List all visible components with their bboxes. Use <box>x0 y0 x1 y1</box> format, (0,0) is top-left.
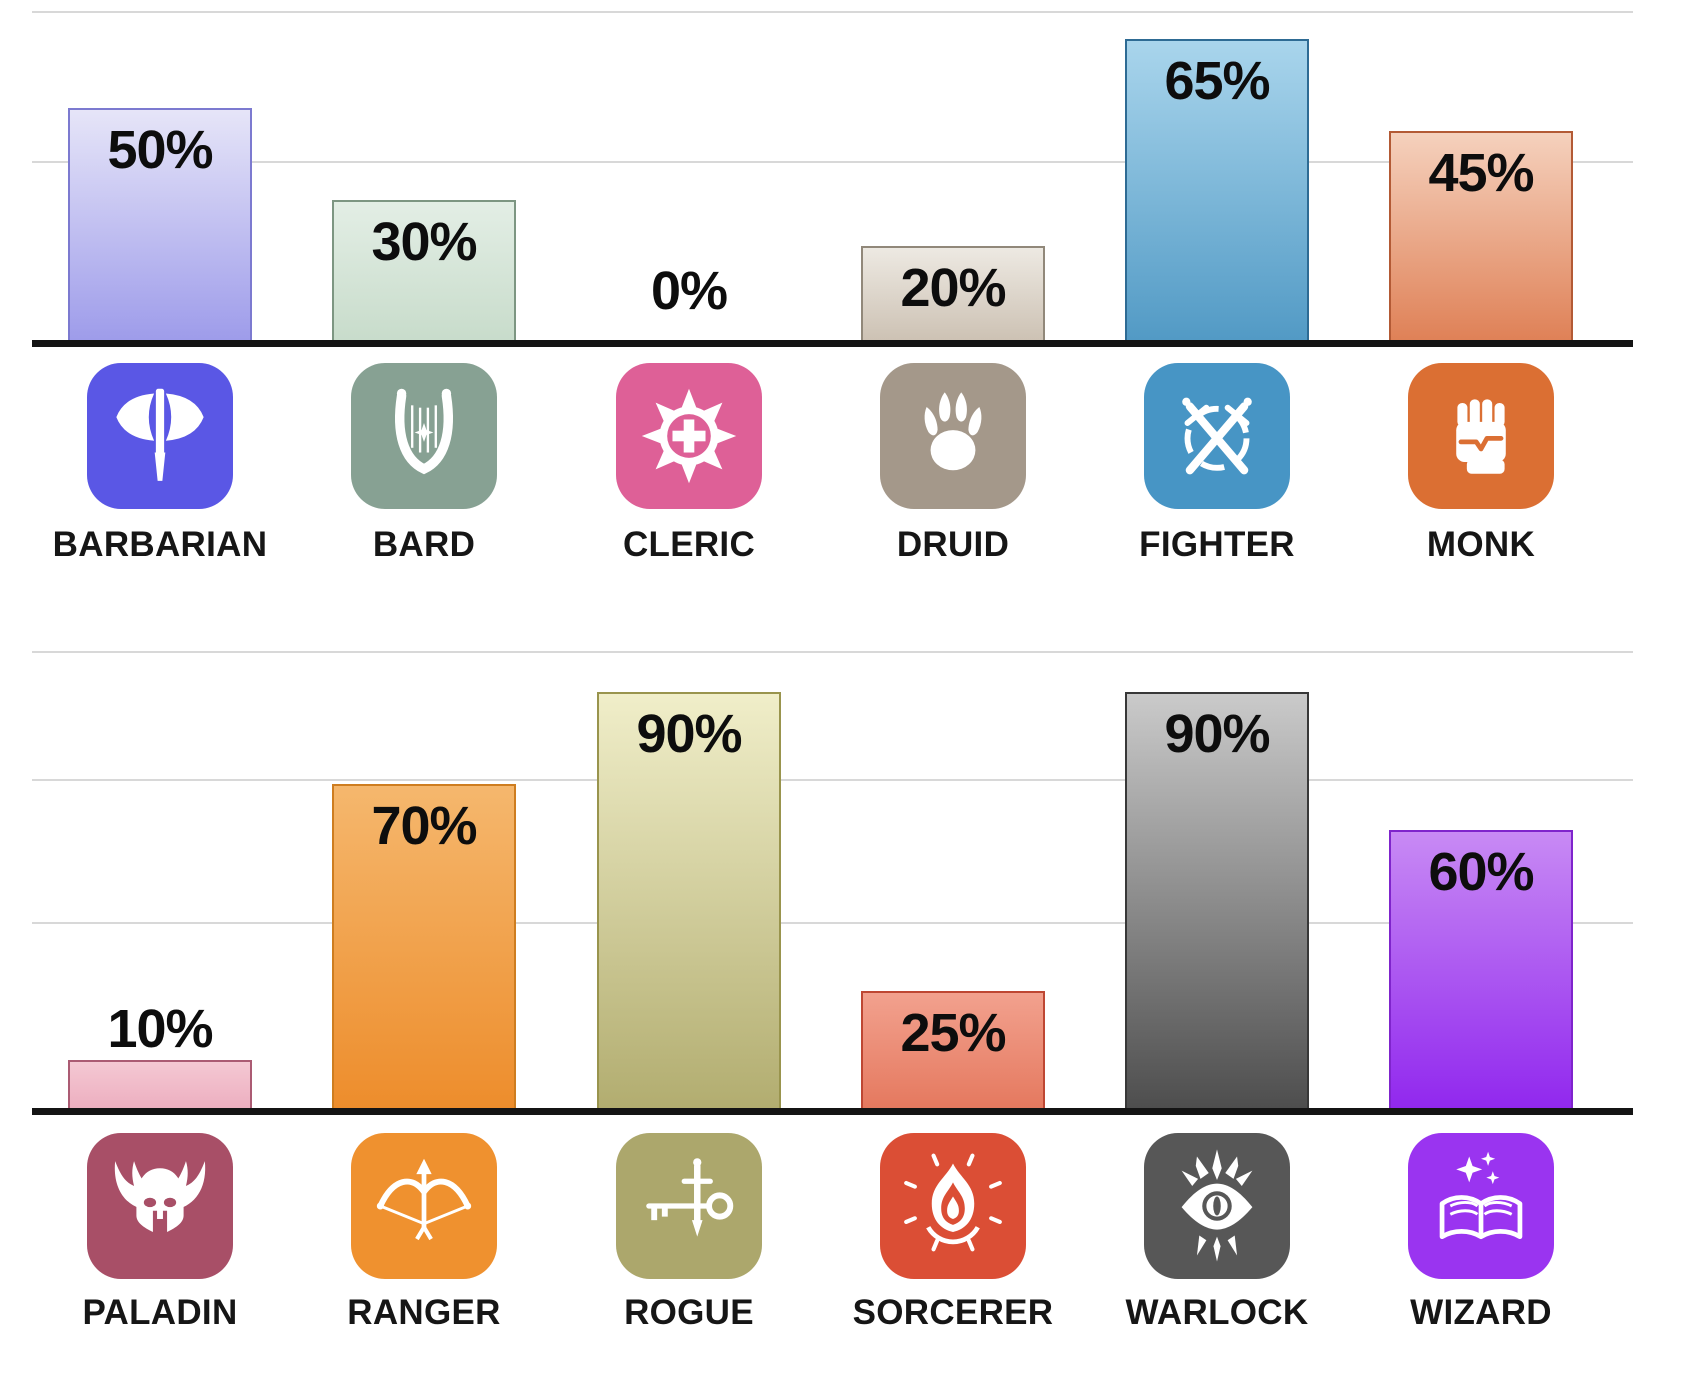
crossed-swords-icon-glyph <box>1182 397 1252 475</box>
bar-value-label: 10% <box>107 999 213 1059</box>
bow-arrow-icon <box>351 1133 497 1279</box>
holy-symbol-icon <box>616 363 762 509</box>
bar-value-label: 90% <box>636 704 742 764</box>
key-dagger-icon-glyph <box>646 1158 734 1237</box>
class-label-bard: BARD <box>372 525 476 564</box>
chart-top-row: 50% 30% 0% 20% 65% 45% <box>32 0 1633 347</box>
crossed-swords-icon <box>1144 363 1290 509</box>
paw-icon-glyph <box>924 392 982 471</box>
fist-icon <box>1408 363 1554 509</box>
class-label-sorcerer: SORCERER <box>852 1293 1054 1332</box>
gridline <box>32 651 1633 653</box>
bar-monk: 45% <box>1389 131 1573 340</box>
class-label-monk: MONK <box>1426 525 1536 564</box>
spellbook-icon-glyph <box>1439 1151 1523 1240</box>
flame-icon <box>880 1133 1026 1279</box>
bar-value-label: 70% <box>371 796 477 856</box>
lyre-icon-glyph <box>395 388 453 475</box>
class-label-druid: DRUID <box>896 525 1010 564</box>
bar-ranger: 70% <box>332 784 516 1108</box>
class-label-paladin: PALADIN <box>82 1293 238 1332</box>
bar-value-label: 45% <box>1428 143 1534 203</box>
bow-arrow-icon-glyph <box>376 1158 472 1241</box>
bar-wizard: 60% <box>1389 830 1573 1108</box>
bar-paladin <box>68 1060 252 1108</box>
class-label-barbarian: BARBARIAN <box>52 525 268 564</box>
bar-value-label: 50% <box>107 120 213 180</box>
bar-value-label: 60% <box>1428 842 1534 902</box>
bar-value-label: 30% <box>371 212 477 272</box>
bar-barbarian: 50% <box>68 108 252 340</box>
class-label-fighter: FIGHTER <box>1139 525 1295 564</box>
bar-druid: 20% <box>861 246 1045 340</box>
class-label-rogue: ROGUE <box>624 1293 754 1332</box>
bar-value-label: 90% <box>1164 704 1270 764</box>
bar-sorcerer: 25% <box>861 991 1045 1108</box>
bar-bard: 30% <box>332 200 516 340</box>
holy-symbol-icon-glyph <box>641 388 737 484</box>
chart-bottom-row: 10% 70% 90% 25% 90% 60% <box>32 580 1633 1115</box>
class-label-cleric: CLERIC <box>622 525 756 564</box>
bar-fighter: 65% <box>1125 39 1309 340</box>
key-dagger-icon <box>616 1133 762 1279</box>
class-label-wizard: WIZARD <box>1410 1293 1552 1332</box>
bar-value-label: 25% <box>900 1003 1006 1063</box>
lyre-icon <box>351 363 497 509</box>
axe-icon-glyph <box>116 388 204 481</box>
fist-icon-glyph <box>1456 399 1506 474</box>
class-label-ranger: RANGER <box>347 1293 501 1332</box>
paw-icon <box>880 363 1026 509</box>
bar-warlock: 90% <box>1125 692 1309 1108</box>
eye-icon-glyph <box>1181 1149 1253 1262</box>
spellbook-icon <box>1408 1133 1554 1279</box>
bar-value-label: 0% <box>650 261 728 321</box>
bar-value-label: 65% <box>1164 51 1270 111</box>
axe-icon <box>87 363 233 509</box>
bar-rogue: 90% <box>597 692 781 1108</box>
gridline <box>32 11 1633 13</box>
gridline <box>32 161 1633 163</box>
eye-icon <box>1144 1133 1290 1279</box>
bar-value-label: 20% <box>900 258 1006 318</box>
class-label-warlock: WARLOCK <box>1125 1293 1309 1332</box>
gridline <box>32 779 1633 781</box>
winged-helmet-icon <box>87 1133 233 1279</box>
winged-helmet-icon-glyph <box>114 1161 206 1232</box>
flame-icon-glyph <box>904 1153 1002 1252</box>
gridline <box>32 922 1633 924</box>
